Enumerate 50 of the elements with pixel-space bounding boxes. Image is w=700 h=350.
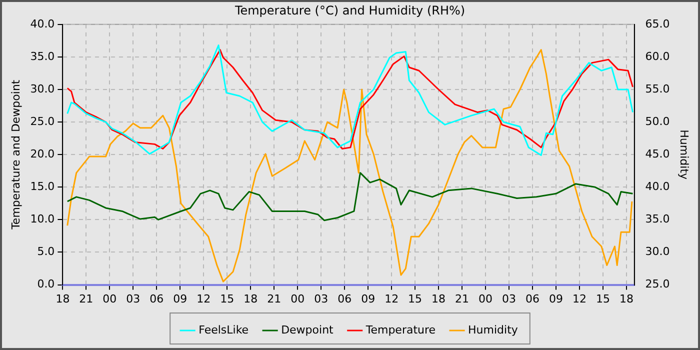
y-tick-label: 35.0 [30,50,55,63]
y-tick-label: 25.0 [30,114,55,128]
y2-tick-label: 30.0 [645,245,670,258]
legend-label: Dewpoint [281,323,334,336]
y2-tick-label: 55.0 [645,82,670,96]
y2-tick-label: 25.0 [645,278,670,291]
chart-title: Temperature (°C) and Humidity (RH%) [234,3,466,18]
y2-tick-label: 50.0 [645,114,670,128]
x-tick-label: 00 [290,292,305,306]
x-tick-label: 15 [596,292,610,306]
y-tick-label: 15.0 [30,180,55,194]
x-tick-label: 03 [502,292,516,306]
x-tick-label: 18 [619,292,634,306]
x-tick-label: 21 [79,292,94,306]
x-tick-label: 21 [455,292,470,306]
x-tick-label: 15 [408,292,422,306]
y2-tick-label: 45.0 [645,147,670,160]
x-tick-label: 03 [314,292,328,306]
x-tick-label: 12 [384,292,399,306]
x-tick-label: 06 [150,292,164,306]
x-tick-label: 06 [526,292,540,306]
x-tick-label: 09 [361,292,376,306]
y2-tick-label: 60.0 [645,50,670,63]
x-tick-label: 09 [173,292,188,306]
y-tick-label: 30.0 [30,82,55,96]
y2-tick-label: 40.0 [645,180,670,194]
x-tick-label: 21 [267,292,282,306]
y-tick-label: 0.0 [37,278,55,291]
x-tick-label: 18 [244,292,258,306]
y-tick-label: 20.0 [30,147,55,160]
x-tick-label: 18 [432,292,446,306]
y-tick-label: 10.0 [30,212,55,226]
legend-label: Humidity [468,323,518,336]
y-tick-label: 40.0 [30,17,55,30]
x-tick-label: 00 [478,292,493,306]
x-tick-label: 12 [196,292,211,306]
y-axis-title: Temperature and Dewpoint [9,79,22,230]
legend-label: FeelsLike [198,323,249,336]
x-tick-label: 15 [220,292,234,306]
x-tick-label: 18 [56,292,70,306]
legend-label: Temperature [364,323,436,336]
y2-tick-label: 35.0 [645,212,670,226]
y2-axis-title: Humidity [678,130,691,180]
x-tick-label: 06 [338,292,352,306]
x-tick-label: 00 [102,292,117,306]
y2-tick-label: 65.0 [645,17,670,30]
x-tick-label: 03 [126,292,140,306]
x-tick-label: 09 [549,292,564,306]
x-tick-label: 12 [572,292,586,306]
y-tick-label: 5.0 [37,245,55,258]
